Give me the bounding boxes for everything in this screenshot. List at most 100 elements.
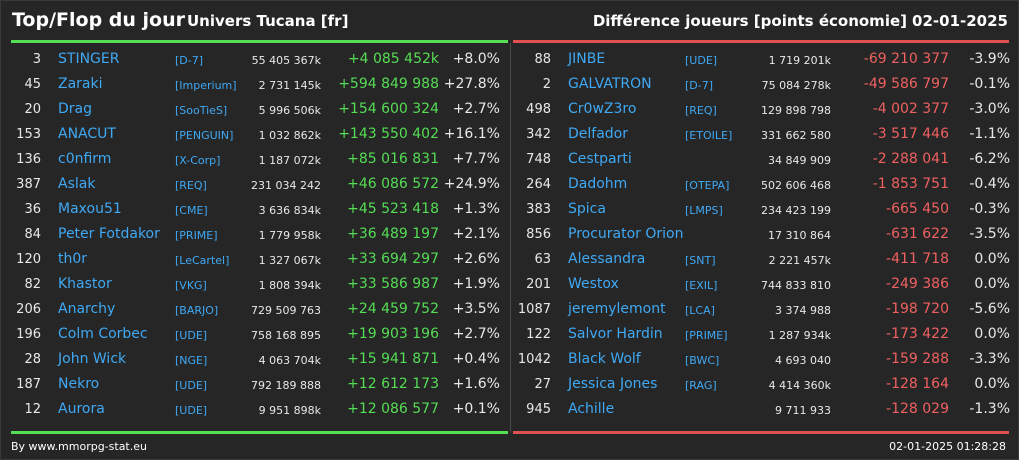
alliance-tag-link[interactable]: [SNT] (685, 254, 716, 267)
delta-cell: +594 849 988 (338, 76, 439, 92)
rank-cell: 3 (32, 52, 41, 67)
delta-cell: -631 622 (886, 226, 949, 242)
delta-cell: +4 085 452k (347, 51, 439, 67)
percent-cell: -1.3% (969, 401, 1010, 417)
table-row: 88 JINBE [UDE] 1 719 201k -69 210 377 -3.9% (511, 48, 1011, 73)
player-name-link[interactable]: JINBE (568, 51, 606, 67)
alliance-tag-link[interactable]: [UDE] (685, 54, 718, 67)
player-name-link[interactable]: Spica (568, 201, 606, 217)
player-name-link[interactable]: Nekro (58, 376, 100, 392)
percent-cell: +1.6% (452, 376, 500, 392)
delta-cell: -3 517 446 (872, 126, 949, 142)
alliance-tag-link[interactable]: [UDE] (175, 329, 208, 342)
player-name-link[interactable]: Dadohm (568, 176, 628, 192)
player-name-link[interactable]: Anarchy (58, 301, 116, 317)
points-cell: 4 693 040 (775, 354, 831, 367)
header: Top/Flop du jour Univers Tucana [fr] Dif… (1, 1, 1019, 41)
alliance-tag-link[interactable]: [NGE] (175, 354, 208, 367)
player-name-link[interactable]: Aslak (58, 176, 96, 192)
alliance-tag-link[interactable]: [RAG] (685, 379, 717, 392)
player-name-link[interactable]: jeremylemont (568, 301, 666, 317)
alliance-tag-link[interactable]: [BWC] (685, 354, 720, 367)
alliance-tag-link[interactable]: [OTEPA] (685, 179, 730, 192)
table-row: 1087 jeremylemont [LCA] 3 374 988 -198 720 -5… (511, 298, 1011, 323)
rank-cell: 88 (534, 52, 551, 67)
player-name-link[interactable]: Black Wolf (568, 351, 641, 367)
player-name-link[interactable]: GALVATRON (568, 76, 652, 92)
alliance-tag-link[interactable]: [PRIME] (175, 229, 218, 242)
credit-link[interactable]: By www.mmorpg-stat.eu (11, 440, 147, 453)
player-name-link[interactable]: Zaraki (58, 76, 103, 92)
player-name-link[interactable]: c0nfirm (58, 151, 112, 167)
player-name-link[interactable]: th0r (58, 251, 88, 267)
alliance-tag-link[interactable]: [UDE] (175, 404, 208, 417)
alliance-tag-link[interactable]: [D-7] (685, 79, 714, 92)
points-cell: 1 287 934k (768, 329, 831, 342)
player-name-link[interactable]: Cr0wZ3ro (568, 101, 637, 117)
delta-cell: +15 941 871 (347, 351, 439, 367)
player-name-link[interactable]: Aurora (58, 401, 105, 417)
alliance-tag-link[interactable]: [BARJO] (175, 304, 219, 317)
rank-cell: 383 (526, 202, 551, 217)
table-row: 387 Aslak [REQ] 231 034 242 +46 086 572 +24.9… (1, 173, 501, 198)
alliance-tag-link[interactable]: [LMPS] (685, 204, 723, 217)
player-name-link[interactable]: Drag (58, 101, 93, 117)
alliance-tag-link[interactable]: [LCA] (685, 304, 715, 317)
percent-cell: +0.1% (452, 401, 500, 417)
points-cell: 129 898 798 (761, 104, 831, 117)
player-name-link[interactable]: Salvor Hardin (568, 326, 663, 342)
percent-cell: -3.0% (969, 101, 1010, 117)
alliance-tag-link[interactable]: [PRIME] (685, 329, 728, 342)
player-name-link[interactable]: Maxou51 (58, 201, 122, 217)
alliance-tag-link[interactable]: [X-Corp] (175, 154, 221, 167)
points-cell: 729 509 763 (251, 304, 321, 317)
alliance-tag-link[interactable]: [PENGUIN] (175, 129, 234, 142)
percent-cell: +7.7% (452, 151, 500, 167)
table-row: 20 Drag [SooTieS] 5 996 506k +154 600 324 +2.… (1, 98, 501, 123)
alliance-tag-link[interactable]: [UDE] (175, 379, 208, 392)
alliance-tag-link[interactable]: [REQ] (175, 179, 207, 192)
delta-cell: -128 164 (886, 376, 949, 392)
delta-cell: -411 718 (886, 251, 949, 267)
delta-cell: -2 288 041 (872, 151, 949, 167)
delta-cell: +36 489 197 (347, 226, 439, 242)
alliance-tag-link[interactable]: [REQ] (685, 104, 717, 117)
player-name-link[interactable]: Achille (568, 401, 615, 417)
delta-cell: +12 612 173 (347, 376, 439, 392)
player-name-link[interactable]: ANACUT (58, 126, 116, 142)
points-cell: 331 662 580 (761, 129, 831, 142)
player-name-link[interactable]: Cestparti (568, 151, 632, 167)
player-name-link[interactable]: John Wick (58, 351, 127, 367)
table-row: 12 Aurora [UDE] 9 951 898k +12 086 577 +0.1% (1, 398, 501, 423)
table-row: 122 Salvor Hardin [PRIME] 1 287 934k -173 42… (511, 323, 1011, 348)
alliance-tag-link[interactable]: [EXIL] (685, 279, 718, 292)
player-name-link[interactable]: Westox (568, 276, 619, 292)
player-name-link[interactable]: Khastor (58, 276, 112, 292)
rank-cell: 856 (526, 227, 551, 242)
delta-cell: +33 694 297 (347, 251, 439, 267)
player-name-link[interactable]: Colm Corbec (58, 326, 148, 342)
top-header-bar (11, 40, 508, 43)
alliance-tag-link[interactable]: [ETOILE] (685, 129, 733, 142)
table-row: 264 Dadohm [OTEPA] 502 606 468 -1 853 751 -0.… (511, 173, 1011, 198)
alliance-tag-link[interactable]: [VKG] (175, 279, 207, 292)
alliance-tag-link[interactable]: [SooTieS] (175, 104, 228, 117)
player-name-link[interactable]: Alessandra (568, 251, 646, 267)
points-cell: 792 189 888 (251, 379, 321, 392)
alliance-tag-link[interactable]: [Imperium] (175, 79, 237, 92)
rank-cell: 748 (526, 152, 551, 167)
delta-cell: +45 523 418 (347, 201, 439, 217)
player-name-link[interactable]: Procurator Orion (568, 226, 684, 242)
points-cell: 231 034 242 (251, 179, 321, 192)
player-name-link[interactable]: Delfador (568, 126, 628, 142)
delta-cell: +12 086 577 (347, 401, 439, 417)
alliance-tag-link[interactable]: [D-7] (175, 54, 204, 67)
player-name-link[interactable]: Peter Fotdakor (58, 226, 160, 242)
alliance-tag-link[interactable]: [CME] (175, 204, 208, 217)
table-row: 84 Peter Fotdakor [PRIME] 1 779 958k +36 489… (1, 223, 501, 248)
player-name-link[interactable]: STINGER (58, 51, 120, 67)
player-name-link[interactable]: Jessica Jones (568, 376, 658, 392)
alliance-tag-link[interactable]: [LeCartel] (175, 254, 230, 267)
delta-cell: -128 029 (886, 401, 949, 417)
rank-cell: 196 (16, 327, 41, 342)
